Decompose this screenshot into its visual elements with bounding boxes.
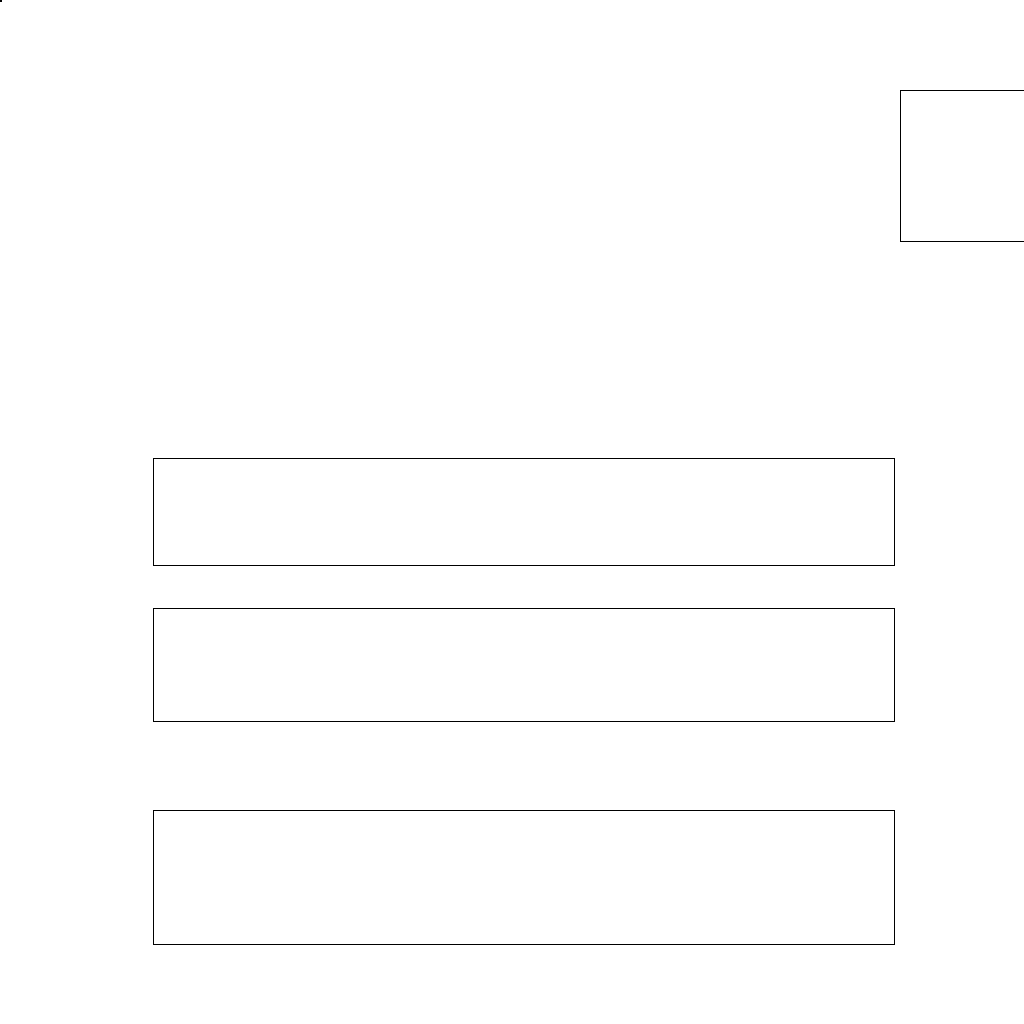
- colorbar-gradient: [900, 90, 1024, 242]
- sounding-heatmap: [0, 0, 300, 150]
- pmsl-line: [153, 458, 895, 566]
- precip-panel: [0, 790, 1024, 990]
- pmsl-frame: [153, 458, 895, 566]
- temp-frame: [153, 608, 895, 722]
- precip-frame: [153, 810, 895, 945]
- pmsl-panel: [0, 440, 1024, 590]
- sounding-panel: [0, 0, 1024, 460]
- temp-line: [153, 608, 895, 722]
- sounding-frame: [0, 0, 2, 2]
- precip-line: [153, 810, 895, 945]
- colorbar-panel: [900, 90, 1024, 440]
- temp-panel: [0, 590, 1024, 750]
